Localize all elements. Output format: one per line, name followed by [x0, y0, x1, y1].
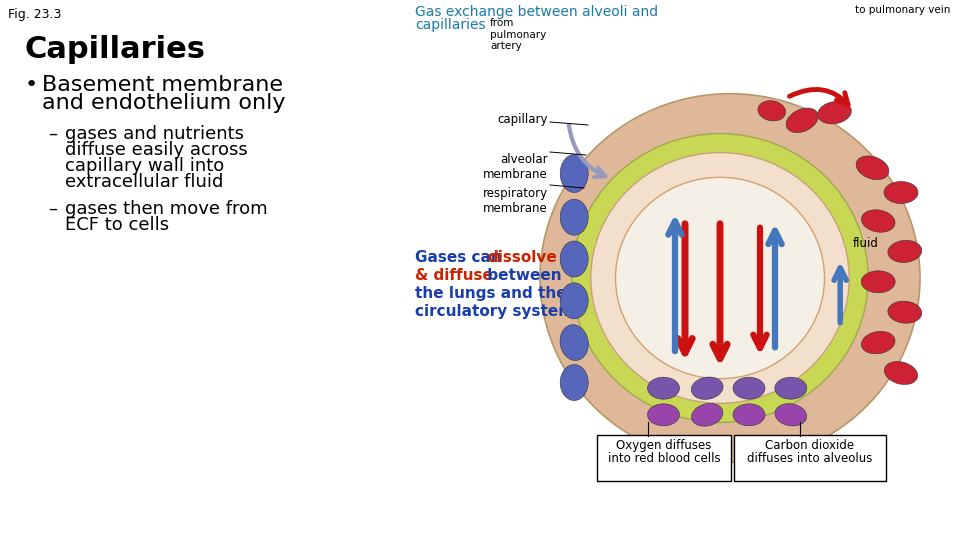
Text: capillary: capillary [497, 113, 548, 126]
Text: Fig. 23.3: Fig. 23.3 [8, 8, 61, 21]
Ellipse shape [856, 156, 889, 180]
Ellipse shape [861, 210, 895, 232]
Ellipse shape [561, 154, 588, 192]
Ellipse shape [691, 403, 723, 426]
Text: CO₂: CO₂ [810, 281, 833, 294]
Text: dissolve: dissolve [487, 250, 557, 265]
Ellipse shape [888, 240, 922, 262]
Ellipse shape [757, 100, 785, 121]
Text: and endothelium only: and endothelium only [42, 93, 285, 113]
Text: Oxygen diffuses: Oxygen diffuses [616, 439, 711, 452]
Text: Carbon dioxide: Carbon dioxide [765, 439, 854, 452]
Text: capillary wall into: capillary wall into [65, 157, 225, 175]
Ellipse shape [561, 364, 588, 401]
Text: Gas exchange between alveoli and: Gas exchange between alveoli and [415, 5, 659, 19]
Text: from
pulmonary
artery: from pulmonary artery [490, 18, 546, 51]
Ellipse shape [861, 332, 895, 354]
FancyBboxPatch shape [734, 435, 886, 481]
Ellipse shape [615, 177, 825, 379]
Text: circulatory system: circulatory system [415, 304, 574, 319]
Text: the lungs and the: the lungs and the [415, 286, 566, 301]
Ellipse shape [691, 377, 723, 400]
Text: •: • [25, 75, 38, 95]
Text: respiratory
membrane: respiratory membrane [483, 187, 548, 215]
Ellipse shape [861, 271, 895, 293]
Ellipse shape [775, 377, 806, 399]
Text: gases then move from: gases then move from [65, 200, 268, 218]
Text: –: – [48, 200, 57, 218]
Text: diffuses into alveolus: diffuses into alveolus [747, 452, 873, 465]
Ellipse shape [647, 377, 680, 399]
Text: Capillaries: Capillaries [25, 35, 206, 64]
Ellipse shape [561, 199, 588, 235]
Ellipse shape [572, 133, 868, 422]
Text: (air): (air) [692, 261, 718, 274]
Ellipse shape [590, 153, 850, 403]
Text: alveolar
membrane: alveolar membrane [483, 153, 548, 181]
Text: Gases can: Gases can [415, 250, 507, 265]
Text: extracellular fluid: extracellular fluid [65, 173, 224, 191]
Text: into red blood cells: into red blood cells [608, 452, 720, 465]
Text: O₂: O₂ [708, 313, 723, 326]
Ellipse shape [560, 325, 588, 361]
Text: capillaries: capillaries [415, 18, 486, 32]
Ellipse shape [888, 301, 922, 323]
Text: fluid: fluid [852, 237, 878, 251]
Ellipse shape [884, 361, 918, 384]
Ellipse shape [647, 404, 680, 426]
FancyBboxPatch shape [597, 435, 731, 481]
Ellipse shape [561, 283, 588, 319]
Ellipse shape [786, 108, 818, 133]
Ellipse shape [733, 377, 765, 399]
Ellipse shape [733, 404, 765, 426]
Text: diffuse easily across: diffuse easily across [65, 141, 248, 159]
Ellipse shape [561, 241, 588, 277]
Text: to pulmonary vein: to pulmonary vein [855, 5, 950, 15]
Text: gases and nutrients: gases and nutrients [65, 125, 244, 143]
Ellipse shape [775, 403, 806, 426]
Ellipse shape [540, 94, 920, 462]
Text: ECF to cells: ECF to cells [65, 216, 169, 234]
Text: & diffuse: & diffuse [415, 268, 492, 283]
Ellipse shape [818, 102, 852, 124]
Text: –: – [48, 125, 57, 143]
Text: between: between [482, 268, 562, 283]
Text: Basement membrane: Basement membrane [42, 75, 283, 95]
Ellipse shape [884, 181, 918, 204]
